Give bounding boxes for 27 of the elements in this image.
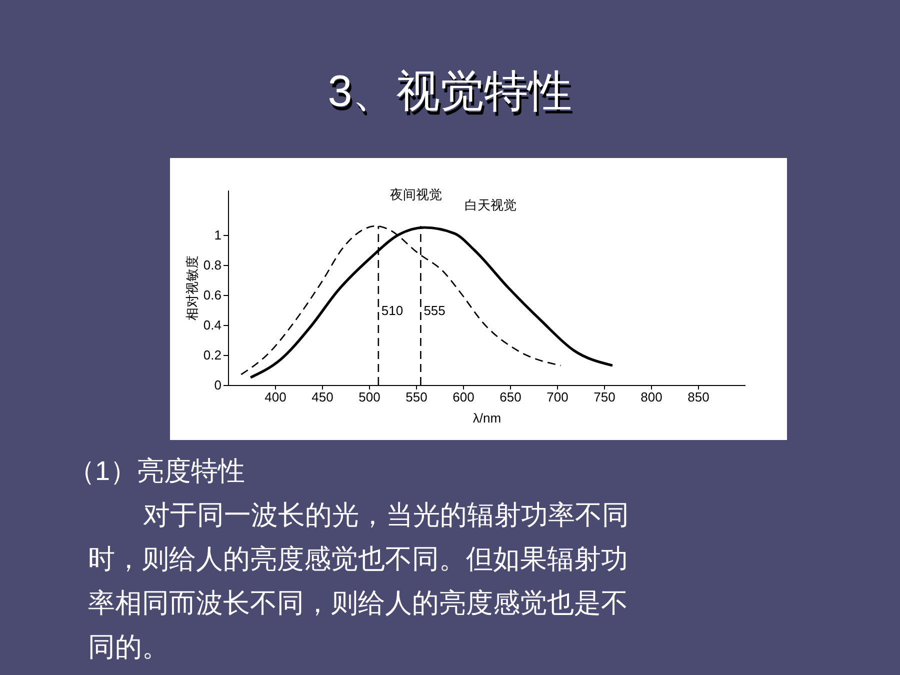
x-tick-label: 400 <box>264 390 286 404</box>
y-tick-label: 0.2 <box>203 348 222 362</box>
x-tick-label: 650 <box>500 390 522 404</box>
text: 同的。 <box>88 632 169 662</box>
y-tick-label: 0.4 <box>203 318 222 332</box>
x-tick-label: 750 <box>594 390 616 404</box>
x-tick-label: 600 <box>452 390 474 404</box>
ref-line-label: 510 <box>381 302 404 318</box>
series-label: 白天视觉 <box>464 198 517 212</box>
x-tick-label: 500 <box>358 390 380 404</box>
y-tick-label: 0 <box>214 378 222 392</box>
x-axis-title: λ/nm <box>472 410 502 426</box>
text: 时，则给人的亮度感觉也不同。但如果辐射功 <box>88 544 628 574</box>
y-axis-title: 相对视敏度 <box>184 256 200 320</box>
y-tick-label: 0.6 <box>203 288 222 302</box>
x-tick-label: 850 <box>688 390 710 404</box>
text: （1）亮度特性 <box>68 456 246 486</box>
text: 对于同一波长的光，当光的辐射功率不同 <box>143 500 629 530</box>
y-tick-label: 1 <box>214 228 222 242</box>
x-tick-label: 700 <box>546 390 568 404</box>
x-tick-label: 450 <box>312 390 334 404</box>
x-tick-label: 550 <box>406 390 428 404</box>
text: 夜间视觉 <box>390 187 442 202</box>
x-tick-label: 800 <box>640 390 662 404</box>
ref-line-label: 555 <box>424 302 446 318</box>
y-tick-label: 0.8 <box>203 258 222 272</box>
text: 率相同而波长不同，则给人的亮度感觉也是不 <box>88 588 628 618</box>
